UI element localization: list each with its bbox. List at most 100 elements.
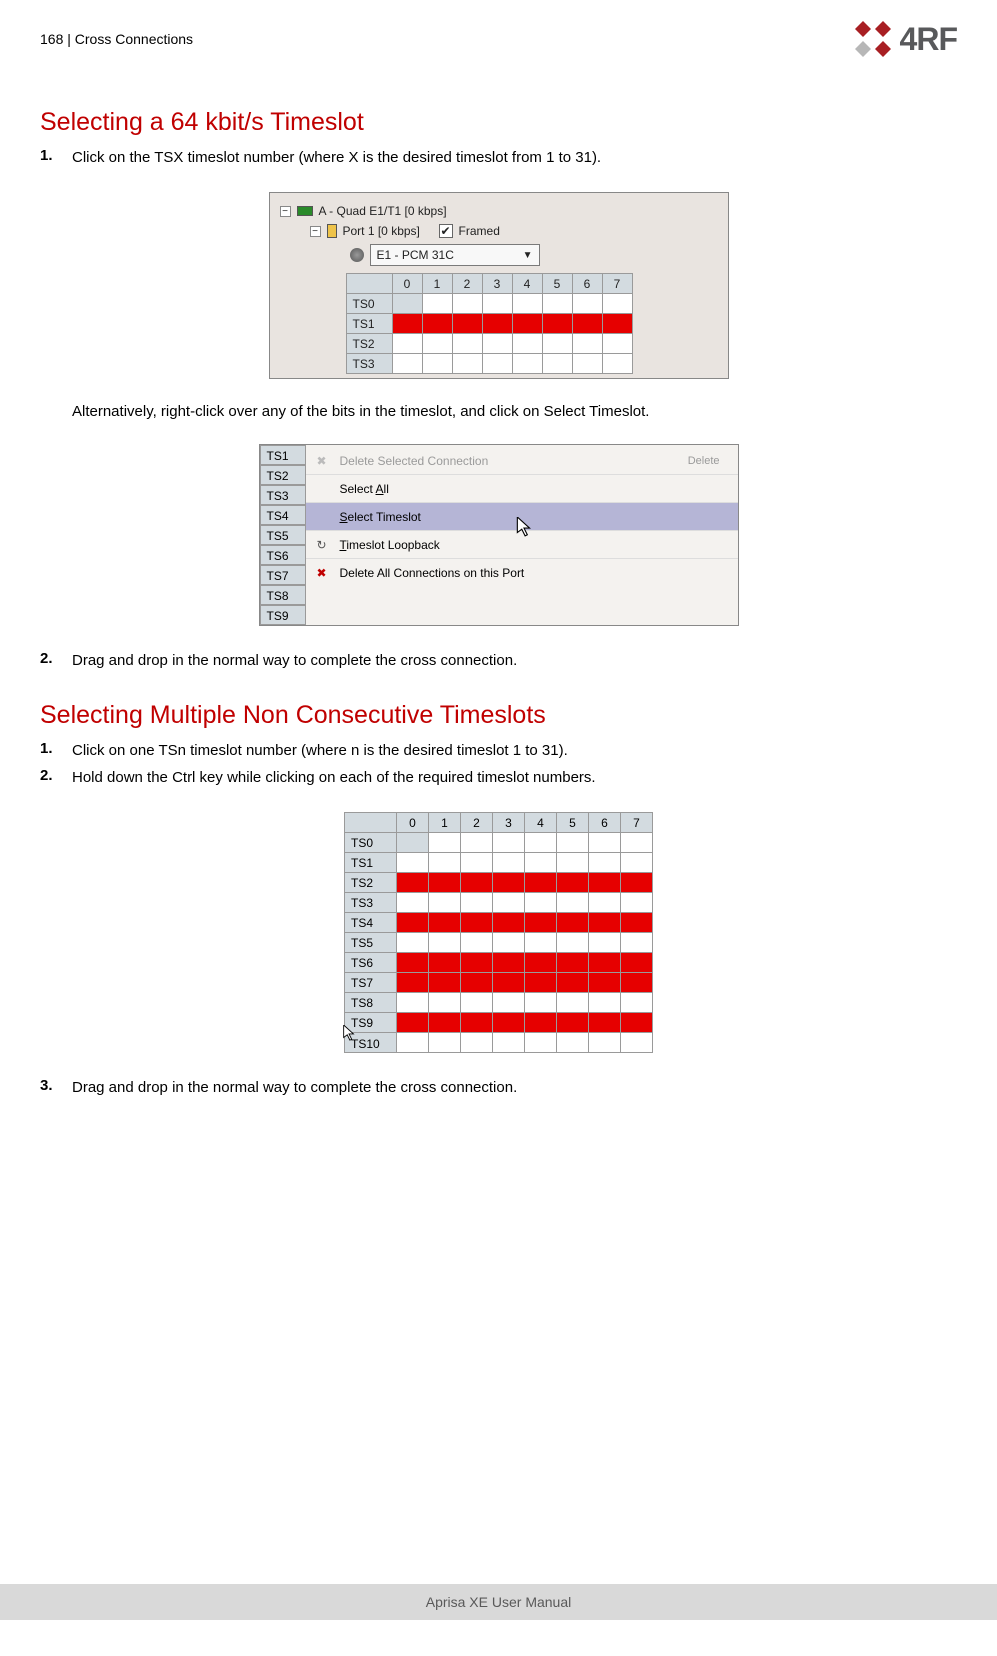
timeslot-cell[interactable] (429, 953, 461, 973)
timeslot-cell[interactable] (461, 833, 493, 853)
row-label[interactable]: TS1 (260, 445, 306, 465)
timeslot-cell[interactable] (452, 354, 482, 374)
timeslot-cell[interactable] (429, 993, 461, 1013)
timeslot-cell[interactable] (525, 873, 557, 893)
timeslot-cell[interactable] (525, 1033, 557, 1053)
timeslot-cell[interactable] (557, 873, 589, 893)
timeslot-cell[interactable] (429, 853, 461, 873)
tree-minus-icon[interactable]: − (280, 206, 291, 217)
context-menu-item[interactable]: ↻Timeslot Loopback (306, 531, 738, 559)
timeslot-cell[interactable] (493, 853, 525, 873)
timeslot-cell[interactable] (429, 893, 461, 913)
timeslot-cell[interactable] (461, 893, 493, 913)
timeslot-cell[interactable] (602, 294, 632, 314)
timeslot-cell[interactable] (392, 334, 422, 354)
timeslot-cell[interactable] (452, 334, 482, 354)
timeslot-cell[interactable] (493, 833, 525, 853)
timeslot-cell[interactable] (422, 294, 452, 314)
timeslot-cell[interactable] (525, 933, 557, 953)
timeslot-cell[interactable] (392, 314, 422, 334)
row-label[interactable]: TS0 (345, 833, 397, 853)
row-label[interactable]: TS5 (260, 525, 306, 545)
timeslot-cell[interactable] (512, 334, 542, 354)
timeslot-cell[interactable] (397, 873, 429, 893)
timeslot-table-3[interactable]: 01234567TS0TS1TS2TS3TS4TS5TS6TS7TS8TS9TS… (344, 812, 653, 1053)
timeslot-cell[interactable] (392, 294, 422, 314)
timeslot-cell[interactable] (397, 973, 429, 993)
row-label[interactable]: TS5 (345, 933, 397, 953)
row-label[interactable]: TS1 (345, 853, 397, 873)
row-label[interactable]: TS6 (260, 545, 306, 565)
timeslot-cell[interactable] (621, 973, 653, 993)
timeslot-cell[interactable] (397, 993, 429, 1013)
timeslot-cell[interactable] (589, 913, 621, 933)
timeslot-cell[interactable] (397, 1013, 429, 1033)
timeslot-cell[interactable] (557, 1013, 589, 1033)
row-label[interactable]: TS7 (345, 973, 397, 993)
timeslot-cell[interactable] (525, 993, 557, 1013)
timeslot-cell[interactable] (621, 833, 653, 853)
row-label[interactable]: TS6 (345, 953, 397, 973)
timeslot-cell[interactable] (422, 314, 452, 334)
timeslot-cell[interactable] (397, 933, 429, 953)
row-label[interactable]: TS10 (345, 1033, 397, 1053)
timeslot-cell[interactable] (621, 873, 653, 893)
timeslot-cell[interactable] (429, 933, 461, 953)
timeslot-cell[interactable] (397, 913, 429, 933)
timeslot-cell[interactable] (557, 933, 589, 953)
timeslot-cell[interactable] (512, 294, 542, 314)
timeslot-cell[interactable] (525, 913, 557, 933)
timeslot-cell[interactable] (482, 334, 512, 354)
timeslot-cell[interactable] (589, 1013, 621, 1033)
timeslot-cell[interactable] (525, 1013, 557, 1033)
timeslot-cell[interactable] (397, 853, 429, 873)
timeslot-cell[interactable] (397, 893, 429, 913)
pcm-dropdown[interactable]: E1 - PCM 31C ▼ (370, 244, 540, 266)
timeslot-cell[interactable] (557, 1033, 589, 1053)
timeslot-cell[interactable] (461, 1013, 493, 1033)
context-menu-item[interactable]: ✖Delete All Connections on this Port (306, 559, 738, 587)
timeslot-cell[interactable] (572, 354, 602, 374)
timeslot-cell[interactable] (557, 893, 589, 913)
timeslot-cell[interactable] (429, 913, 461, 933)
tree-node-port[interactable]: − Port 1 [0 kbps] ✔ Framed (310, 221, 718, 241)
timeslot-cell[interactable] (493, 893, 525, 913)
timeslot-cell[interactable] (621, 913, 653, 933)
timeslot-cell[interactable] (621, 953, 653, 973)
timeslot-cell[interactable] (422, 354, 452, 374)
timeslot-cell[interactable] (589, 973, 621, 993)
row-label[interactable]: TS1 (346, 314, 392, 334)
timeslot-cell[interactable] (397, 833, 429, 853)
row-label[interactable]: TS7 (260, 565, 306, 585)
timeslot-cell[interactable] (589, 893, 621, 913)
timeslot-cell[interactable] (493, 1033, 525, 1053)
tree-node-a[interactable]: − A - Quad E1/T1 [0 kbps] (280, 201, 718, 221)
timeslot-cell[interactable] (429, 873, 461, 893)
timeslot-cell[interactable] (557, 913, 589, 933)
timeslot-cell[interactable] (397, 953, 429, 973)
timeslot-cell[interactable] (452, 294, 482, 314)
row-label[interactable]: TS8 (260, 585, 306, 605)
row-label[interactable]: TS2 (346, 334, 392, 354)
timeslot-cell[interactable] (461, 873, 493, 893)
timeslot-cell[interactable] (482, 314, 512, 334)
row-label[interactable]: TS4 (345, 913, 397, 933)
timeslot-cell[interactable] (461, 853, 493, 873)
timeslot-cell[interactable] (429, 1013, 461, 1033)
timeslot-cell[interactable] (512, 354, 542, 374)
timeslot-cell[interactable] (461, 973, 493, 993)
timeslot-cell[interactable] (589, 1033, 621, 1053)
timeslot-table-1[interactable]: 01234567TS0TS1TS2TS3 (346, 273, 633, 374)
timeslot-cell[interactable] (589, 953, 621, 973)
context-menu-item[interactable]: Select Timeslot (306, 503, 738, 531)
timeslot-cell[interactable] (422, 334, 452, 354)
timeslot-cell[interactable] (525, 833, 557, 853)
timeslot-cell[interactable] (482, 354, 512, 374)
timeslot-cell[interactable] (621, 933, 653, 953)
timeslot-cell[interactable] (461, 1033, 493, 1053)
timeslot-cell[interactable] (589, 833, 621, 853)
timeslot-cell[interactable] (602, 334, 632, 354)
timeslot-cell[interactable] (542, 314, 572, 334)
context-menu-item[interactable]: Select All (306, 475, 738, 503)
row-label[interactable]: TS3 (260, 485, 306, 505)
